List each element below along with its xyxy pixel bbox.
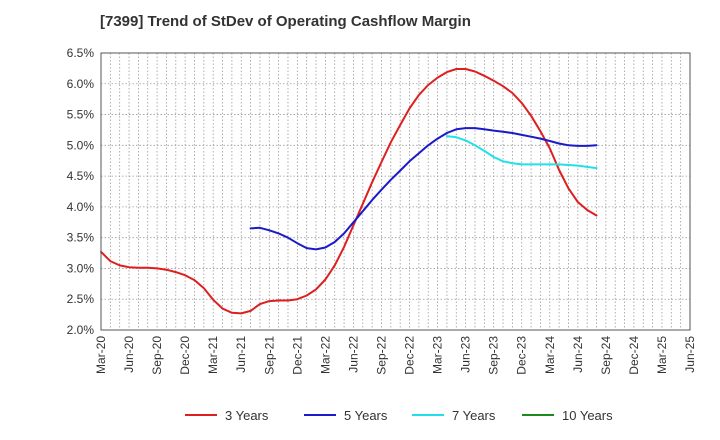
legend-label: 5 Years <box>344 407 388 423</box>
x-tick-label: Sep-20 <box>150 336 164 375</box>
y-tick-label: 4.0% <box>67 200 95 214</box>
legend-item: 10 Years <box>522 404 613 426</box>
x-tick-label: Mar-24 <box>543 336 557 374</box>
chart-title: [7399] Trend of StDev of Operating Cashf… <box>100 13 471 30</box>
series-line <box>445 135 598 170</box>
x-tick-label: Jun-25 <box>683 336 697 373</box>
legend-item: 5 Years <box>304 404 387 426</box>
y-tick-label: 3.0% <box>67 261 95 275</box>
legend-label: 3 Years <box>225 407 269 423</box>
legend: 3 Years 5 Years 7 Years 10 Years <box>0 404 720 426</box>
x-tick-label: Dec-24 <box>627 336 641 375</box>
grid-layer <box>101 53 690 330</box>
legend-label: 7 Years <box>452 407 496 423</box>
y-tick-label: 6.0% <box>67 77 95 91</box>
legend-item: 7 Years <box>412 404 495 426</box>
x-tick-label: Mar-22 <box>318 336 332 374</box>
x-tick-label: Jun-24 <box>571 336 585 373</box>
y-tick-label: 6.5% <box>67 46 95 60</box>
x-axis-ticks: Mar-20 Jun-20 Sep-20 Dec-20 Mar-21 Jun-21 Sep-… <box>94 336 697 375</box>
legend-swatch <box>304 414 336 416</box>
y-tick-label: 5.5% <box>67 108 95 122</box>
x-tick-label: Sep-23 <box>487 336 501 375</box>
plot-frame <box>100 52 691 331</box>
legend-swatch <box>522 414 554 416</box>
series-line <box>249 127 598 251</box>
x-tick-label: Jun-22 <box>346 336 360 373</box>
legend-swatch <box>185 414 217 416</box>
x-tick-label: Jun-23 <box>459 336 473 373</box>
y-tick-label: 2.0% <box>67 323 95 337</box>
y-axis-ticks: 2.0% 2.5% 3.0% 3.5% 4.0% 4.5% 5.0% 5.5% 6.0% 6.5% <box>67 46 95 337</box>
x-tick-label: Mar-23 <box>431 336 445 374</box>
y-tick-label: 2.5% <box>67 292 95 306</box>
legend-label: 10 Years <box>562 407 613 423</box>
x-tick-label: Sep-21 <box>262 336 276 375</box>
series-line <box>100 68 598 315</box>
x-tick-label: Sep-22 <box>374 336 388 375</box>
legend-swatch <box>412 414 444 416</box>
x-tick-label: Mar-20 <box>94 336 108 374</box>
y-tick-label: 5.0% <box>67 138 95 152</box>
line-chart: 2.0% 2.5% 3.0% 3.5% 4.0% 4.5% 5.0% 5.5% 6.0% 6.5%… <box>67 46 697 375</box>
x-tick-label: Dec-23 <box>515 336 529 375</box>
x-tick-label: Sep-24 <box>599 336 613 375</box>
series-layer <box>100 68 598 315</box>
x-tick-label: Dec-21 <box>290 336 304 375</box>
x-tick-label: Mar-21 <box>206 336 220 374</box>
y-tick-label: 3.5% <box>67 231 95 245</box>
x-tick-label: Dec-22 <box>403 336 417 375</box>
x-tick-label: Jun-20 <box>122 336 136 373</box>
y-tick-label: 4.5% <box>67 169 95 183</box>
x-tick-label: Mar-25 <box>655 336 669 374</box>
legend-item: 3 Years <box>185 404 268 426</box>
x-tick-label: Jun-21 <box>234 336 248 373</box>
x-tick-label: Dec-20 <box>178 336 192 375</box>
